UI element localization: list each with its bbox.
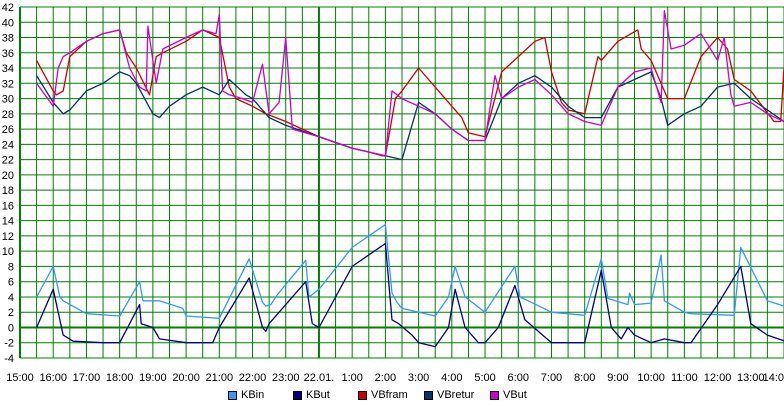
x-tick-label: 17:00 — [73, 372, 101, 384]
x-tick-label: 10:00 — [637, 372, 665, 384]
y-tick-label: 14 — [2, 216, 14, 228]
legend-swatch — [293, 390, 302, 400]
series-lines — [36, 10, 784, 348]
y-tick-label: 2 — [8, 307, 14, 319]
y-tick-label: 38 — [2, 33, 14, 45]
series-line-vbut — [36, 10, 784, 157]
legend-label: VBretur — [437, 389, 475, 401]
x-tick-label: 21:00 — [206, 372, 234, 384]
y-tick-label: -4 — [4, 353, 14, 365]
x-tick-label: 22.01. — [304, 372, 335, 384]
legend-label: VBfram — [371, 389, 408, 401]
y-tick-label: 12 — [2, 231, 14, 243]
x-tick-label: 15:00 — [6, 372, 34, 384]
series-line-kbut — [36, 242, 784, 348]
y-tick-label: 36 — [2, 48, 14, 60]
y-tick-label: 16 — [2, 200, 14, 212]
legend-item-kbin: KBin — [228, 389, 264, 401]
x-tick-label: 12:00 — [704, 372, 732, 384]
legend-swatch — [424, 390, 433, 400]
x-tick-label: 22:00 — [239, 372, 267, 384]
y-tick-label: 42 — [2, 2, 14, 14]
x-tick-label: 6:00 — [508, 372, 529, 384]
y-tick-label: -2 — [4, 338, 14, 350]
x-tick-label: 13:00 — [737, 372, 765, 384]
legend-item-vbretur: VBretur — [424, 389, 474, 401]
legend-swatch — [358, 390, 367, 400]
y-tick-label: 4 — [8, 292, 14, 304]
x-tick-label: 23:00 — [272, 372, 300, 384]
y-tick-labels: -4-2024681012141618202224262830323436384… — [2, 2, 14, 365]
y-tick-label: 10 — [2, 246, 14, 258]
legend-label: VBut — [503, 389, 527, 401]
series-line-kbin — [36, 223, 784, 319]
y-tick-label: 24 — [2, 139, 14, 151]
y-tick-label: 40 — [2, 17, 14, 29]
x-tick-label: 20:00 — [172, 372, 200, 384]
legend-item-vbfram: VBfram — [358, 389, 408, 401]
legend-item-vbut: VBut — [490, 389, 527, 401]
y-tick-label: 6 — [8, 277, 14, 289]
y-tick-label: 0 — [8, 322, 14, 334]
x-tick-label: 5:00 — [474, 372, 495, 384]
legend-label: KBin — [241, 389, 265, 401]
x-tick-label: 3:00 — [408, 372, 429, 384]
x-tick-label: 16:00 — [39, 372, 67, 384]
x-tick-label: 19:00 — [139, 372, 167, 384]
x-tick-label: 8:00 — [574, 372, 595, 384]
x-tick-label: 18:00 — [106, 372, 134, 384]
y-tick-label: 18 — [2, 185, 14, 197]
grid — [19, 6, 784, 359]
x-tick-label: 4:00 — [441, 372, 462, 384]
y-tick-label: 26 — [2, 124, 14, 136]
legend-swatch — [228, 390, 237, 400]
legend-item-kbut: KBut — [293, 389, 330, 401]
legend-swatch — [490, 390, 499, 400]
y-tick-label: 32 — [2, 78, 14, 90]
series-line-vbfram — [36, 29, 784, 157]
x-tick-label: 1:00 — [341, 372, 362, 384]
legend-label: KBut — [306, 389, 330, 401]
y-tick-label: 8 — [8, 261, 14, 273]
x-tick-labels: 15:00 16:00 17:00 18:00 19:00 20:00 21:00 22:00… — [6, 372, 784, 384]
x-tick-label: 11:00 — [671, 372, 698, 384]
y-tick-label: 34 — [2, 63, 14, 75]
x-tick-label: 9:00 — [607, 372, 628, 384]
x-tick-label: 14:0 — [763, 372, 784, 384]
legend: KBin KBut VBfram VBretur VBut — [0, 388, 784, 406]
series-line-vbretur — [36, 71, 784, 161]
x-tick-label: 2:00 — [375, 372, 396, 384]
chart-svg: -4-2024681012141618202224262830323436384… — [2, 2, 784, 384]
y-tick-label: 30 — [2, 94, 14, 106]
y-tick-label: 22 — [2, 155, 14, 167]
y-tick-label: 20 — [2, 170, 14, 182]
x-tick-label: 7:00 — [541, 372, 562, 384]
y-tick-label: 28 — [2, 109, 14, 121]
